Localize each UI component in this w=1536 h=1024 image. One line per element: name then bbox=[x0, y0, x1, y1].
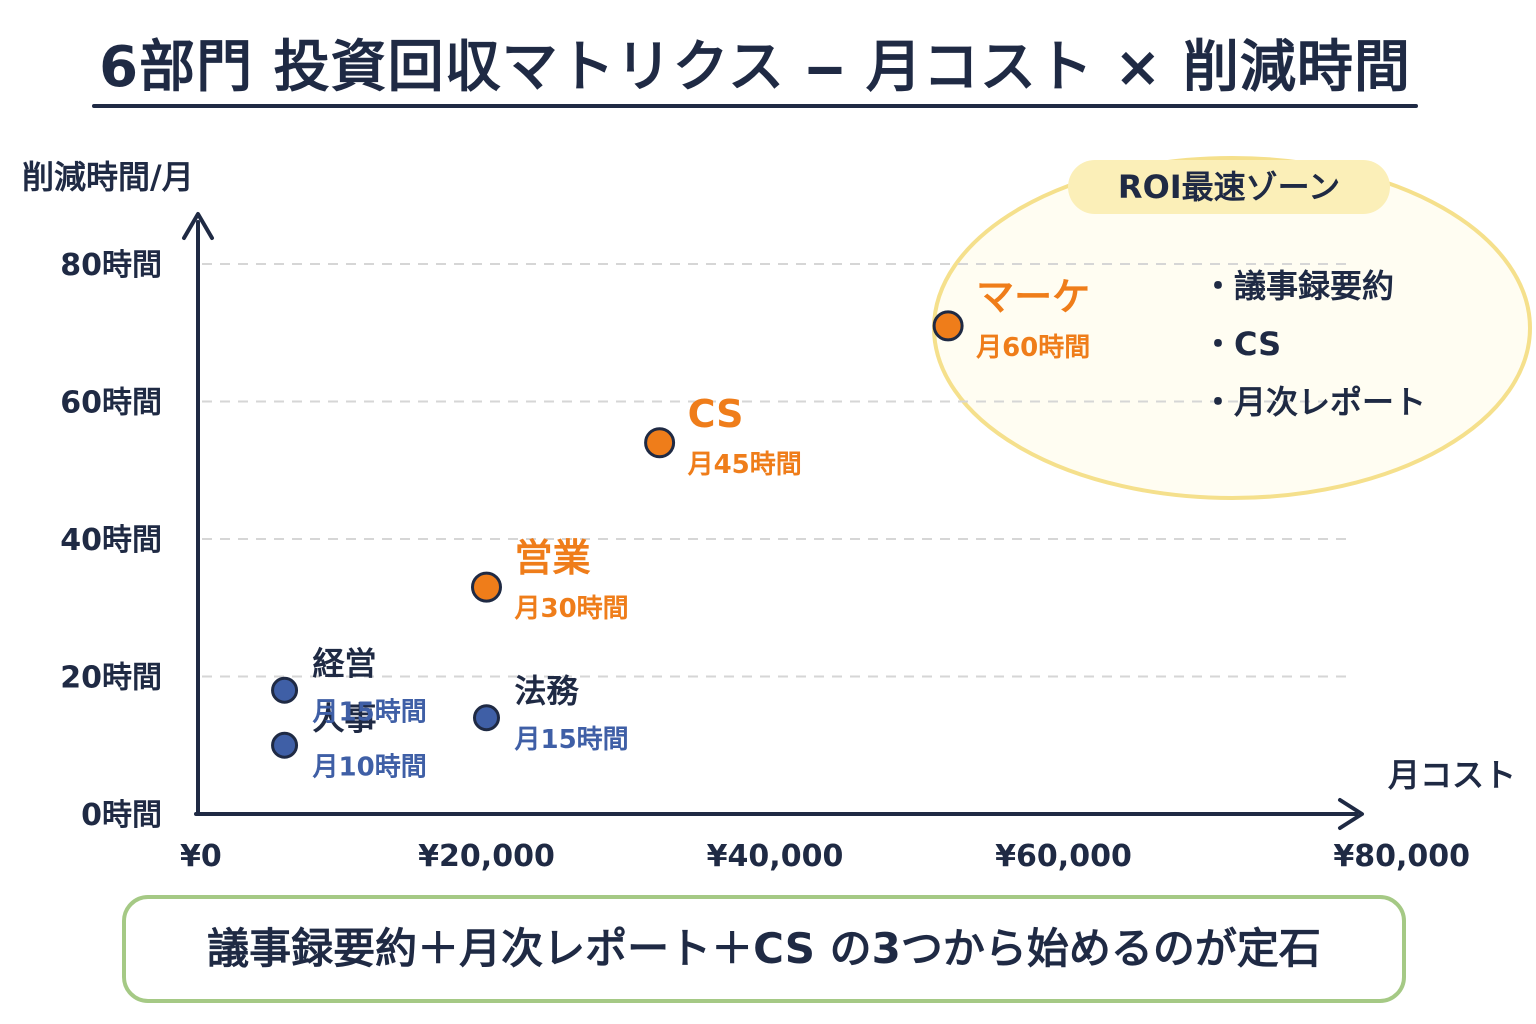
data-point-value-label: 月45時間 bbox=[687, 450, 802, 480]
data-point-value-label: 月60時間 bbox=[975, 333, 1090, 363]
y-tick-label: 60時間 bbox=[60, 386, 162, 421]
data-point-name: マーケ bbox=[976, 275, 1090, 319]
tick-layer: 0時間 20時間 40時間 60時間 80時間 ¥0 ¥20,000 ¥40,000 ¥60,0… bbox=[60, 248, 1470, 874]
data-point-name: 人事 bbox=[313, 699, 377, 737]
data-point-name: 経営 bbox=[313, 644, 377, 682]
axis-layer bbox=[182, 212, 1364, 830]
x-tick-label: ¥40,000 bbox=[707, 839, 844, 874]
y-tick-label: 40時間 bbox=[60, 523, 162, 558]
data-point-name: 営業 bbox=[515, 536, 591, 580]
data-point-marker bbox=[473, 704, 500, 732]
data-point-name: CS bbox=[688, 392, 744, 436]
x-tick-label: ¥20,000 bbox=[418, 839, 555, 874]
x-tick-label: ¥0 bbox=[180, 839, 222, 874]
data-point-marker bbox=[644, 427, 676, 459]
roi-zone-item: ・月次レポート bbox=[1202, 383, 1427, 421]
roi-zone-item: ・CS bbox=[1202, 325, 1282, 363]
y-axis-title: 削減時間/月 bbox=[22, 158, 194, 196]
x-tick-label: ¥60,000 bbox=[995, 839, 1132, 874]
data-point-value-label: 月10時間 bbox=[312, 752, 427, 782]
roi-zone-list: ・議事録要約 ・CS ・月次レポート bbox=[1202, 262, 1426, 436]
y-axis-arrowhead bbox=[182, 212, 214, 240]
data-point-marker bbox=[932, 310, 964, 342]
roi-zone-label: ROI最速ゾーン bbox=[1068, 160, 1390, 214]
data-point-value-label: 月15時間 bbox=[514, 725, 629, 755]
data-point-name: 法務 bbox=[515, 672, 580, 710]
y-tick-label: 20時間 bbox=[60, 661, 162, 696]
x-axis-title: 月コスト bbox=[1388, 756, 1517, 794]
data-point-marker bbox=[471, 571, 502, 603]
data-point-marker bbox=[271, 731, 299, 759]
data-point-marker bbox=[271, 676, 299, 704]
title-underline bbox=[92, 104, 1418, 108]
takeaway-box: 議事録要約＋月次レポート＋CS の3つから始めるのが定石 bbox=[122, 895, 1406, 1003]
data-point-value-label: 月15時間 bbox=[312, 697, 427, 727]
roi-zone-item: ・議事録要約 bbox=[1202, 267, 1395, 305]
chart-title: 6部門 投資回収マトリクス ‒ 月コスト × 削減時間 bbox=[99, 35, 1411, 100]
y-tick-label: 80時間 bbox=[60, 248, 162, 283]
data-point-value-label: 月30時間 bbox=[514, 594, 629, 624]
x-tick-label: ¥80,000 bbox=[1333, 839, 1470, 874]
y-tick-label: 0時間 bbox=[81, 798, 162, 833]
x-axis-arrowhead bbox=[1338, 798, 1364, 830]
